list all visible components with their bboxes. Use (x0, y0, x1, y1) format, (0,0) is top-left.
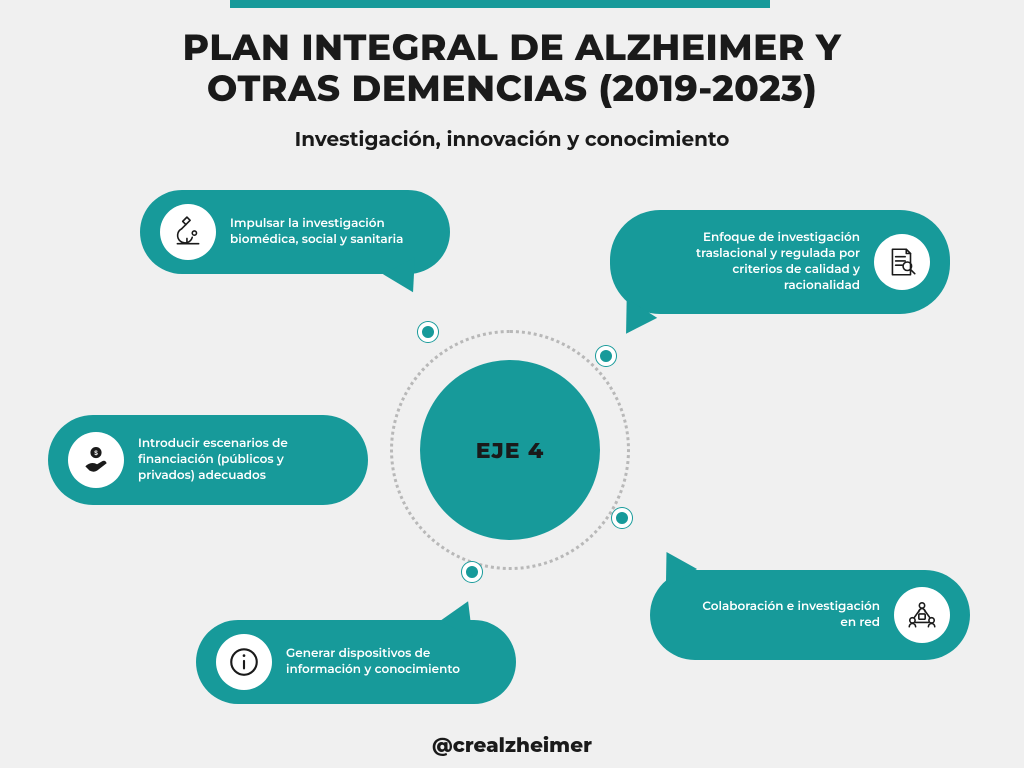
bubble-funding-text: Introducir escenarios de financiación (p… (138, 436, 328, 485)
page-title: PLAN INTEGRAL DE ALZHEIMER Y OTRAS DEMEN… (0, 28, 1024, 111)
dot-info (462, 562, 482, 582)
dot-network (612, 508, 632, 528)
bubble-funding: $ Introducir escenarios de financiación … (48, 415, 368, 505)
center-hub-label: EJE 4 (476, 437, 545, 464)
bubble-info-text: Generar dispositivos de información y co… (286, 646, 476, 678)
dot-research (418, 322, 438, 342)
bubble-translational-text: Enfoque de investigación traslacional y … (670, 230, 860, 295)
page-subtitle: Investigación, innovación y conocimiento (0, 128, 1024, 152)
doc-search-icon (874, 234, 930, 290)
top-accent-bar (230, 0, 770, 8)
bubble-network-text: Colaboración e investigación en red (690, 599, 880, 631)
center-hub-circle: EJE 4 (420, 360, 600, 540)
info-icon (216, 634, 272, 690)
bubble-research: Impulsar la investigación biomédica, soc… (140, 190, 450, 274)
bubble-network: Colaboración e investigación en red (650, 570, 970, 660)
bubble-research-text: Impulsar la investigación biomédica, soc… (230, 216, 420, 248)
title-line-1: PLAN INTEGRAL DE ALZHEIMER Y (183, 26, 842, 70)
title-line-2: OTRAS DEMENCIAS (2019-2023) (207, 67, 817, 111)
dot-translational (596, 346, 616, 366)
funding-icon: $ (68, 432, 124, 488)
bubble-translational: Enfoque de investigación traslacional y … (610, 210, 950, 314)
footer-handle: @crealzheimer (0, 734, 1024, 758)
microscope-icon (160, 204, 216, 260)
network-icon (894, 587, 950, 643)
svg-text:$: $ (94, 450, 98, 457)
